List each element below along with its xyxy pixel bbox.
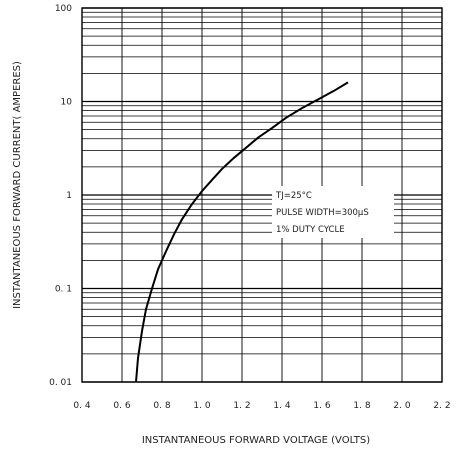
y-tick-label: 1: [66, 191, 72, 201]
x-tick-label: 0. 8: [153, 401, 170, 411]
x-tick-label: 1. 2: [233, 401, 250, 411]
x-tick-label: 1. 4: [273, 401, 290, 411]
x-tick-label: 1. 6: [313, 401, 330, 411]
annotation-text: 1% DUTY CYCLE: [276, 225, 345, 235]
x-tick-label: 1. 0: [193, 401, 210, 411]
y-tick-label: 100: [55, 4, 72, 14]
y-tick-label: 10: [61, 98, 73, 108]
plot-frame: [81, 7, 443, 383]
x-tick-labels: 0. 4 0. 6 0. 8 1. 0 1. 2 1. 4 1. 6 1. 8 2. 0 2. 2: [73, 401, 450, 411]
x-tick-label: 2. 0: [393, 401, 410, 411]
y-axis-title: INSTANTANEOUS FORWARD CURRENT( AMPERES): [12, 61, 23, 309]
annotation-text: TJ=25°C: [275, 191, 312, 201]
annotation-box: [272, 186, 394, 238]
x-axis-title: INSTANTANEOUS FORWARD VOLTAGE (VOLTS): [142, 435, 370, 446]
x-tick-label: 2. 2: [433, 401, 450, 411]
annotations: TJ=25°C PULSE WIDTH=300μS 1% DUTY CYCLE: [275, 191, 369, 235]
y-tick-labels: 0. 01 0. 1 1 10 100: [49, 4, 72, 388]
y-tick-label: 0. 1: [55, 285, 72, 295]
series-line: [135, 81, 349, 383]
x-tick-label: 0. 4: [73, 401, 90, 411]
x-tick-label: 1. 8: [353, 401, 370, 411]
y-tick-label: 0. 01: [49, 378, 72, 388]
x-tick-label: 0. 6: [113, 401, 130, 411]
annotation-text: PULSE WIDTH=300μS: [276, 208, 369, 218]
